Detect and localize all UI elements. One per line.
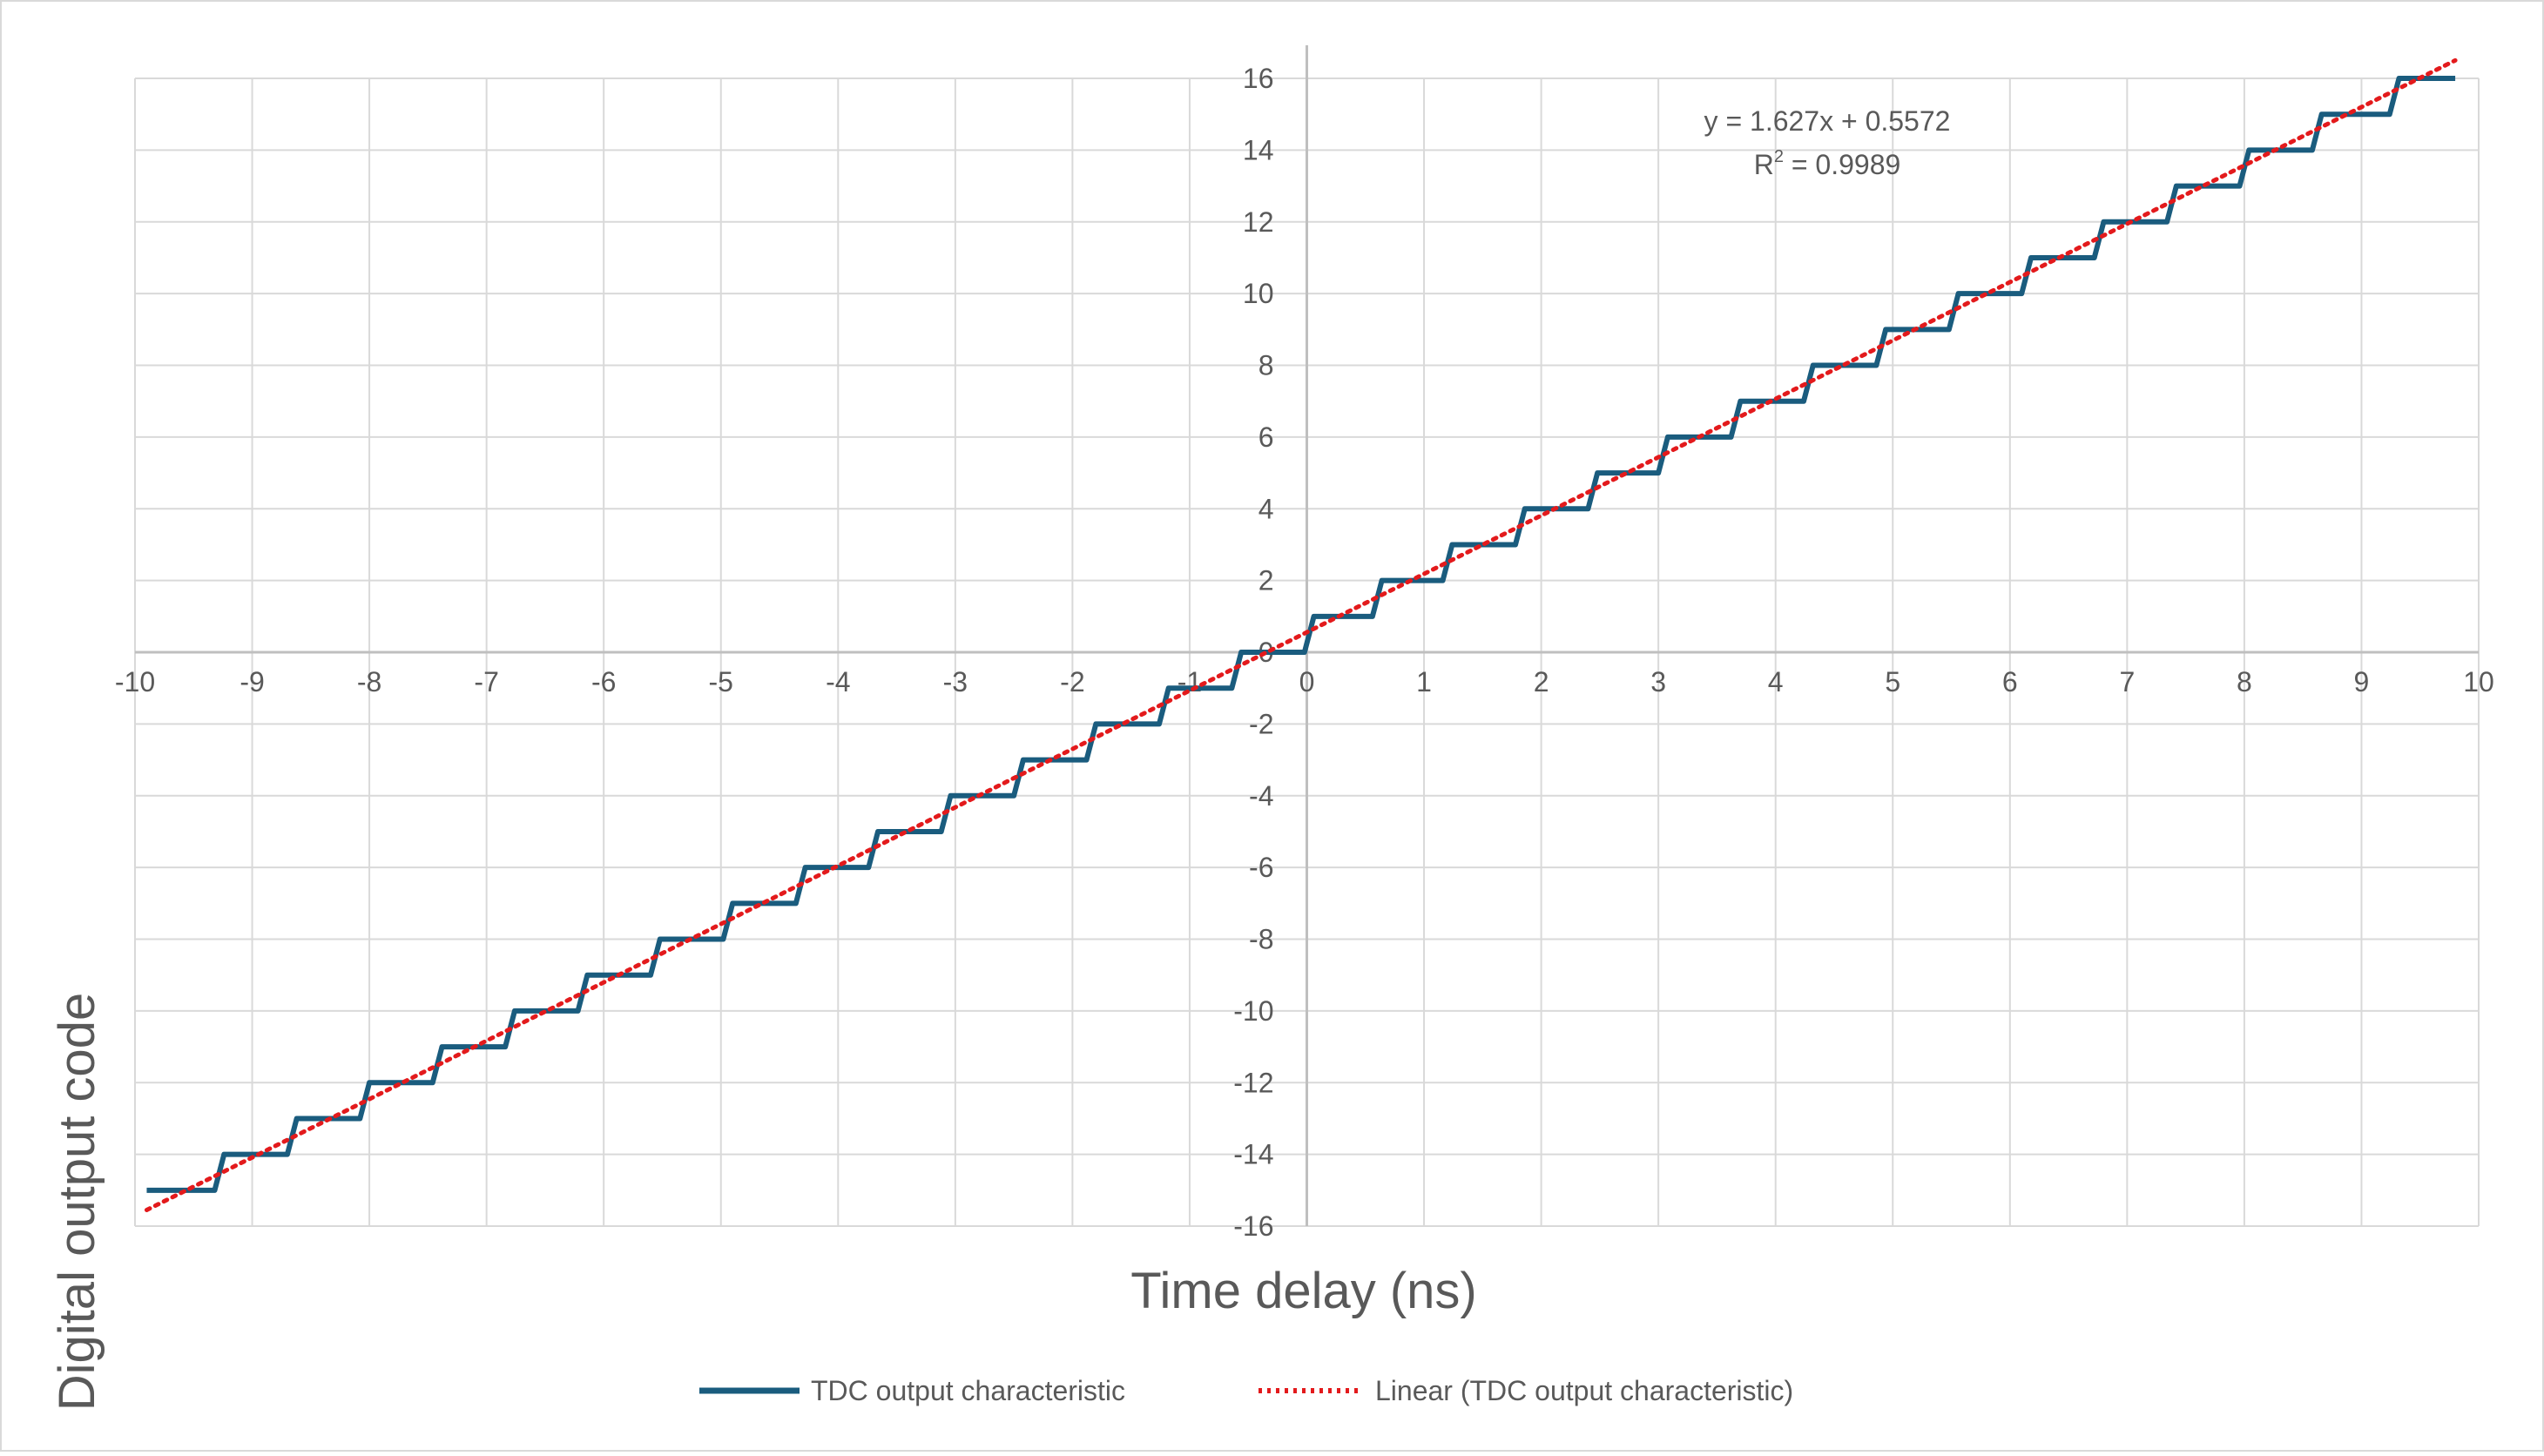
legend-label-tdc: TDC output characteristic	[811, 1375, 1125, 1406]
y-tick-label: -2	[1249, 708, 1273, 739]
y-tick-label: 14	[1243, 134, 1274, 165]
x-tick-label: -8	[357, 666, 381, 698]
x-tick-label: 7	[2119, 666, 2135, 698]
y-axis-title: Digital output code	[49, 993, 105, 1411]
legend: TDC output characteristic Linear (TDC ou…	[699, 1375, 1793, 1406]
y-tick-label: 10	[1243, 278, 1274, 309]
x-tick-label: -7	[474, 666, 498, 698]
y-tick-label: 4	[1259, 493, 1274, 524]
x-tick-label: -3	[943, 666, 968, 698]
x-tick-label: -2	[1060, 666, 1084, 698]
y-tick-label: -4	[1249, 780, 1273, 812]
r-squared-label: R2 = 0.9989	[1754, 147, 1901, 180]
x-tick-label: -6	[591, 666, 616, 698]
equation-label: y = 1.627x + 0.5572	[1704, 105, 1951, 137]
series-linear-trendline	[144, 57, 2458, 1212]
x-tick-label: 3	[1650, 666, 1666, 698]
x-tick-label: -10	[115, 666, 155, 698]
x-tick-label: -1	[1178, 666, 1202, 698]
x-tick-label: -4	[826, 666, 850, 698]
y-tick-label: -14	[1233, 1139, 1273, 1170]
y-tick-label: 6	[1259, 421, 1274, 453]
x-tick-label: 1	[1416, 666, 1432, 698]
y-tick-label: 12	[1243, 206, 1274, 238]
y-tick-label: -16	[1233, 1210, 1273, 1242]
x-tick-label: 10	[2463, 666, 2494, 698]
y-tick-label: -8	[1249, 924, 1273, 955]
y-tick-label: -10	[1233, 995, 1273, 1027]
x-tick-label: 2	[1534, 666, 1549, 698]
y-tick-label: -12	[1233, 1067, 1273, 1098]
y-tick-label: 2	[1259, 565, 1274, 597]
y-tick-label: 8	[1259, 350, 1274, 381]
x-tick-label: 9	[2354, 666, 2370, 698]
x-tick-label: 6	[2002, 666, 2018, 698]
x-axis-title: Time delay (ns)	[1130, 1263, 1477, 1319]
y-tick-label: -6	[1249, 852, 1273, 883]
legend-label-linear: Linear (TDC output characteristic)	[1375, 1375, 1793, 1406]
x-tick-label: 8	[2237, 666, 2252, 698]
x-tick-label: 4	[1768, 666, 1784, 698]
y-tick-label: 16	[1243, 63, 1274, 94]
x-tick-label: 5	[1885, 666, 1900, 698]
x-tick-label: 0	[1299, 666, 1315, 698]
x-tick-label: -9	[240, 666, 264, 698]
x-tick-label: -5	[709, 666, 733, 698]
